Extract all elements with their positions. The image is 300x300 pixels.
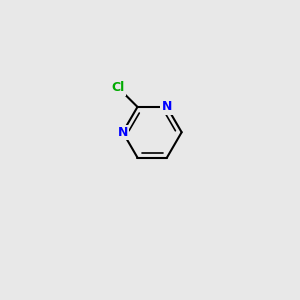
Text: N: N	[162, 100, 172, 113]
Text: N: N	[118, 126, 128, 139]
Text: Cl: Cl	[112, 81, 125, 94]
